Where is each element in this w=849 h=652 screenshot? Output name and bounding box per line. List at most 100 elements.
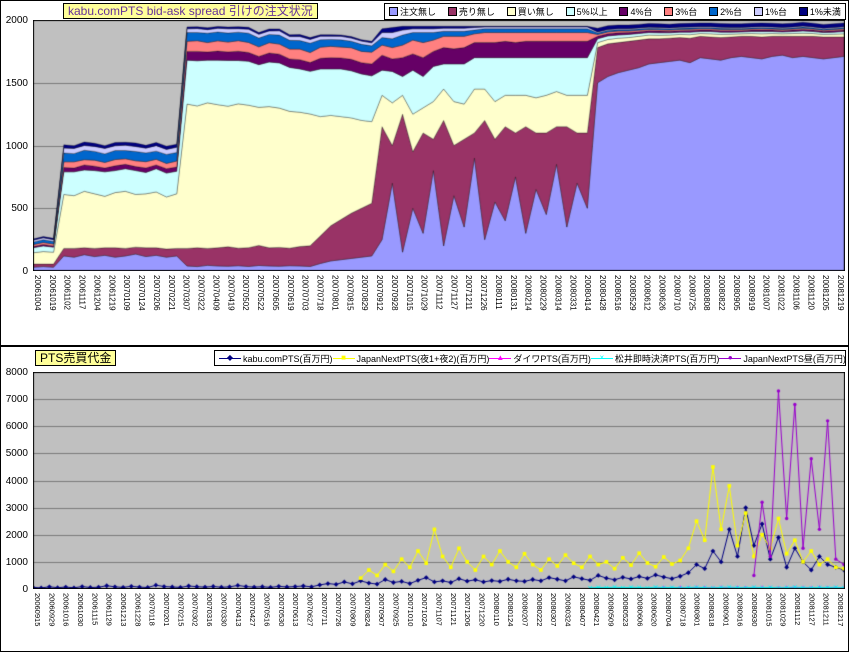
x-tick-label: 20080131 — [508, 275, 518, 311]
x-tick-label: 20070502 — [241, 275, 251, 311]
legend-item-6: 2%台 — [709, 5, 742, 18]
x-tick-label: 20080606 — [635, 593, 645, 627]
x-tick-label: 20080331 — [568, 275, 578, 311]
y-tick-label: 1000 — [5, 140, 28, 152]
x-tick-label: 20070109 — [122, 275, 132, 311]
x-tick-label: 20061129 — [104, 593, 114, 626]
x-tick-label: 20080930 — [749, 593, 759, 627]
legend-label: 松井即時決済PTS(百万円) — [614, 353, 720, 364]
x-tick-label: 20080626 — [657, 275, 667, 311]
x-tick-label: 20080725 — [687, 275, 697, 311]
x-tick-label: 20070619 — [285, 275, 295, 311]
x-tick-label: 20080324 — [563, 593, 573, 627]
x-tick-label: 20070907 — [377, 593, 387, 627]
legend-line-marker-icon: ◆ — [219, 353, 241, 363]
stacked-area-plot[interactable] — [33, 20, 845, 271]
x-tick-label: 20080124 — [506, 593, 516, 627]
x-tick-label: 20061102 — [62, 275, 72, 310]
y-axis-labels: 0 1000 2000 3000 4000 5000 6000 7000 8000 — [1, 367, 31, 595]
x-tick-label: 20070522 — [256, 275, 266, 311]
legend-label: 1%台 — [765, 7, 788, 17]
x-tick-label: 20080704 — [663, 593, 673, 627]
y-tick-label: 1500 — [5, 77, 28, 89]
y-tick-label: 7000 — [5, 394, 28, 406]
legend-item-0: 注文無し — [389, 5, 436, 18]
x-tick-label: 20070516 — [262, 593, 272, 627]
x-tick-label: 20080428 — [598, 275, 608, 311]
x-tick-label: 20071010 — [405, 593, 415, 627]
x-tick-label: 20071121 — [448, 593, 458, 626]
x-tick-label: 20061213 — [119, 593, 129, 627]
x-tick-label: 20061117 — [77, 275, 87, 310]
chart-title: PTS売買代金 — [35, 350, 117, 366]
legend-item-1: 売り無し — [447, 5, 495, 18]
x-tick-label: 20071029 — [419, 275, 429, 311]
x-tick-label: 20070413 — [233, 593, 243, 627]
x-tick-label: 20080314 — [553, 275, 563, 311]
y-tick-label: 6000 — [5, 421, 28, 433]
legend-item-3: 5%以上 — [565, 5, 608, 18]
y-tick-label: 2000 — [5, 529, 28, 541]
x-tick-label: 20070824 — [362, 593, 372, 627]
x-tick-label: 20080509 — [606, 593, 616, 627]
legend-label: ダイワPTS(百万円) — [513, 353, 591, 364]
x-tick-label: 20080516 — [612, 275, 622, 311]
x-tick-label: 20080414 — [583, 275, 593, 311]
legend-swatch-icon — [447, 7, 457, 16]
y-tick-label: 8000 — [5, 367, 28, 378]
y-tick-label: 3000 — [5, 502, 28, 514]
legend-label: 3%台 — [675, 7, 698, 17]
legend-label: 2%台 — [720, 7, 743, 17]
x-tick-label: 20080916 — [735, 593, 745, 627]
x-tick-label: 20080222 — [534, 593, 544, 627]
x-tick-label: 20070419 — [226, 275, 236, 311]
legend-line-marker-icon: ▲ — [489, 353, 512, 363]
x-tick-label: 20071112 — [434, 275, 444, 310]
x-tick-label: 20070815 — [345, 275, 355, 311]
x-tick-label: 20080407 — [577, 593, 587, 627]
legend-swatch-icon — [506, 7, 516, 16]
line-plot[interactable] — [33, 372, 845, 589]
x-tick-label: 20061016 — [61, 593, 71, 627]
legend-line-marker-icon: × — [590, 353, 613, 363]
x-tick-label: 20080801 — [692, 593, 702, 627]
x-tick-label: 20080421 — [592, 593, 602, 627]
y-tick-label: 5000 — [5, 448, 28, 460]
x-tick-label: 20081022 — [776, 275, 786, 311]
x-tick-label: 20080529 — [627, 275, 637, 311]
x-tick-label: 20071206 — [463, 593, 473, 627]
legend-item-2: 買い無し — [506, 5, 554, 18]
x-tick-label: 20081112 — [792, 593, 802, 626]
legend-item-7: 1%台 — [754, 5, 787, 18]
legend-swatch-icon — [798, 7, 808, 16]
x-tick-label: 20070316 — [205, 593, 215, 627]
legend-swatch-icon — [389, 7, 398, 16]
x-tick-label: 20070829 — [360, 275, 370, 311]
x-tick-label: 20061228 — [133, 593, 143, 627]
legend-item-1: ■ JapanNextPTS(夜1+夜2)(百万円) — [332, 352, 489, 365]
y-tick-label: 1000 — [5, 556, 28, 568]
x-tick-label: 20070206 — [151, 275, 161, 311]
x-tick-label: 20081029 — [778, 593, 788, 627]
x-axis-labels: 20060915 20060929 20061016 20061030 20061115… — [33, 592, 846, 650]
x-tick-label: 20080229 — [538, 275, 548, 311]
x-tick-label: 20070427 — [248, 593, 258, 627]
legend-label: 売り無し — [458, 7, 495, 17]
legend-item-2: ▲ ダイワPTS(百万円) — [489, 352, 591, 365]
pts-trading-value-chart-panel: PTS売買代金 ◆ kabu.comPTS(百万円) ■ JapanNextPTS(夜… — [0, 346, 849, 652]
x-axis-labels: 20061004 20061019 20061102 20061117 20061204… — [33, 274, 846, 344]
y-tick-label: 0 — [22, 584, 28, 595]
x-tick-label: 20081127 — [807, 593, 817, 626]
x-tick-label: 20080207 — [520, 593, 530, 627]
y-axis-labels: 0 500 1000 1500 2000 — [1, 15, 31, 277]
x-tick-label: 20070201 — [162, 593, 172, 627]
x-tick-label: 20080808 — [702, 275, 712, 311]
x-tick-label: 20070928 — [389, 275, 399, 311]
x-tick-label: 20061019 — [47, 275, 57, 311]
x-tick-label: 20070613 — [291, 593, 301, 627]
x-tick-label: 20070703 — [300, 275, 310, 311]
x-tick-label: 20061204 — [92, 275, 102, 311]
x-tick-label: 20060929 — [47, 593, 57, 627]
legend-label: JapanNextPTS昼(百万円) — [743, 353, 846, 364]
